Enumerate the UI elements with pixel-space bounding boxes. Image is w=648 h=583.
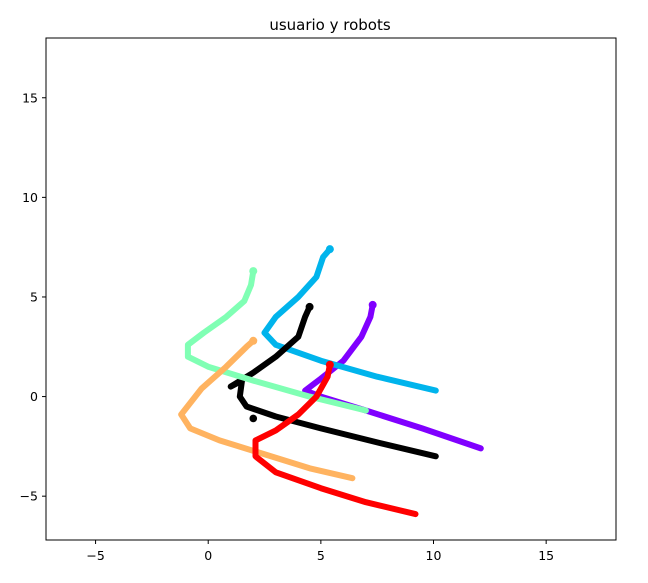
series-start-marker-2 (325, 245, 334, 254)
chart-title: usuario y robots (269, 16, 391, 34)
series-line-4 (184, 268, 369, 414)
y-axis: −5 0 5 10 15 (20, 90, 46, 504)
series-start-marker-5 (249, 336, 258, 345)
series-line-1 (302, 301, 484, 452)
series-line-3 (227, 303, 439, 460)
x-tick-label: 15 (538, 548, 554, 563)
x-axis: −5 0 5 10 15 (86, 540, 554, 563)
y-tick-label: −5 (20, 489, 38, 504)
plot-area (45, 37, 617, 541)
series-line-5 (178, 337, 356, 482)
x-tick-label: 0 (204, 548, 212, 563)
x-tick-label: −5 (86, 548, 104, 563)
series-start-marker-4 (249, 267, 258, 276)
y-tick-label: 15 (22, 90, 38, 105)
series-start-marker-6 (325, 360, 334, 369)
isolated-point-1 (249, 414, 258, 423)
series-line-6 (252, 361, 419, 518)
y-tick-label: 0 (30, 389, 38, 404)
series-layer (178, 245, 484, 518)
x-tick-label: 5 (317, 548, 325, 563)
y-tick-label: 10 (22, 190, 38, 205)
series-start-marker-3 (305, 302, 314, 311)
x-tick-label: 10 (426, 548, 442, 563)
plot-frame (45, 37, 617, 541)
y-tick-label: 5 (30, 289, 38, 304)
series-start-marker-1 (368, 300, 377, 309)
series-line-2 (261, 246, 439, 394)
